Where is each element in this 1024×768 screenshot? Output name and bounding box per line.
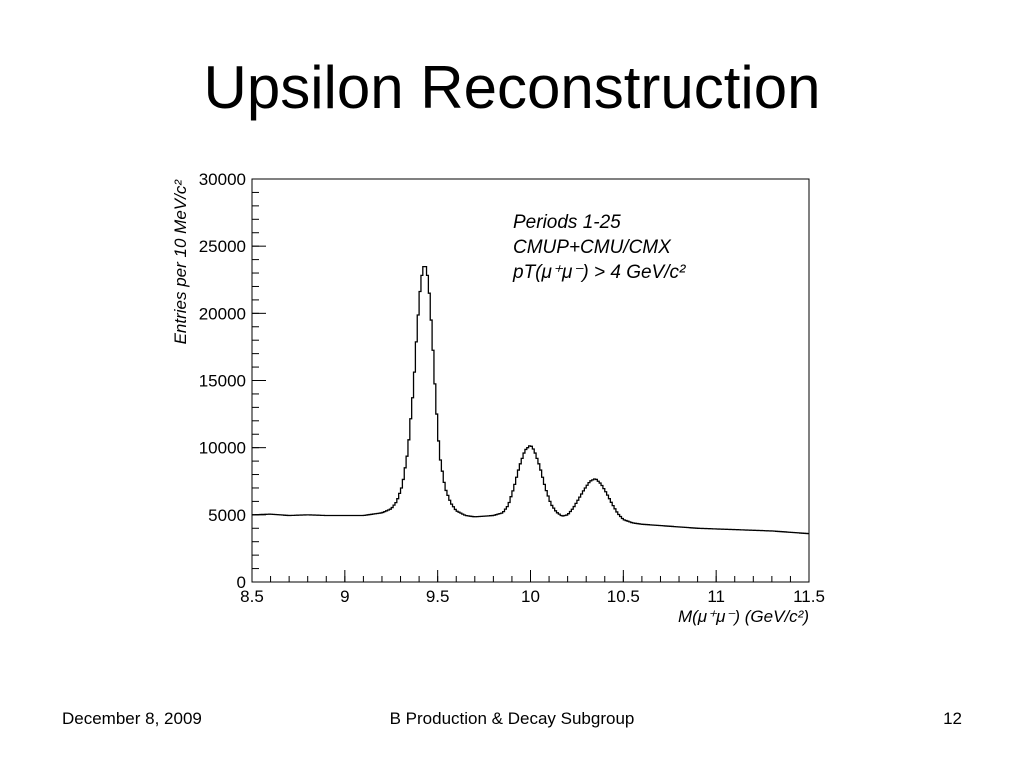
y-tick-label: 5000 [208, 506, 246, 525]
y-tick-label: 10000 [199, 439, 246, 458]
x-minor-ticks [251, 576, 810, 582]
footer-page-number: 12 [943, 709, 962, 728]
histogram-chart: 8.5 9 9.5 10 10.5 11 11.5 0 5000 10000 15000 20000… [171, 170, 825, 626]
x-tick-label: 10.5 [607, 587, 640, 606]
x-axis-ticks: 8.5 9 9.5 10 10.5 11 11.5 [240, 570, 825, 606]
x-tick-label: 11 [707, 587, 725, 606]
y-axis-title: Entries per 10 MeV/c² [171, 179, 190, 345]
x-axis-title: M(μ⁺μ⁻) (GeV/c²) [678, 607, 809, 626]
mass-spectrum-series [252, 266, 809, 535]
y-axis-ticks: 0 5000 10000 15000 20000 25000 30000 [199, 170, 266, 592]
footer-subgroup: B Production & Decay Subgroup [389, 709, 635, 728]
y-tick-label: 15000 [199, 372, 246, 391]
y-tick-label: 20000 [199, 304, 246, 323]
y-tick-label: 0 [237, 573, 246, 592]
x-tick-label: 11.5 [793, 587, 825, 606]
footer-date: December 8, 2009 [62, 709, 202, 728]
annotation-line-2: CMUP+CMU/CMX [513, 237, 672, 258]
y-tick-label: 30000 [199, 170, 246, 189]
annotation-line-1: Periods 1-25 [513, 212, 621, 233]
x-tick-label: 9.5 [426, 587, 450, 606]
x-tick-label: 8.5 [240, 587, 264, 606]
slide-title: Upsilon Reconstruction [203, 54, 821, 121]
annotation-line-3: pT(μ⁺μ⁻) > 4 GeV/c² [512, 262, 686, 283]
x-tick-label: 10 [521, 587, 540, 606]
y-tick-label: 25000 [199, 237, 246, 256]
x-tick-label: 9 [340, 587, 349, 606]
